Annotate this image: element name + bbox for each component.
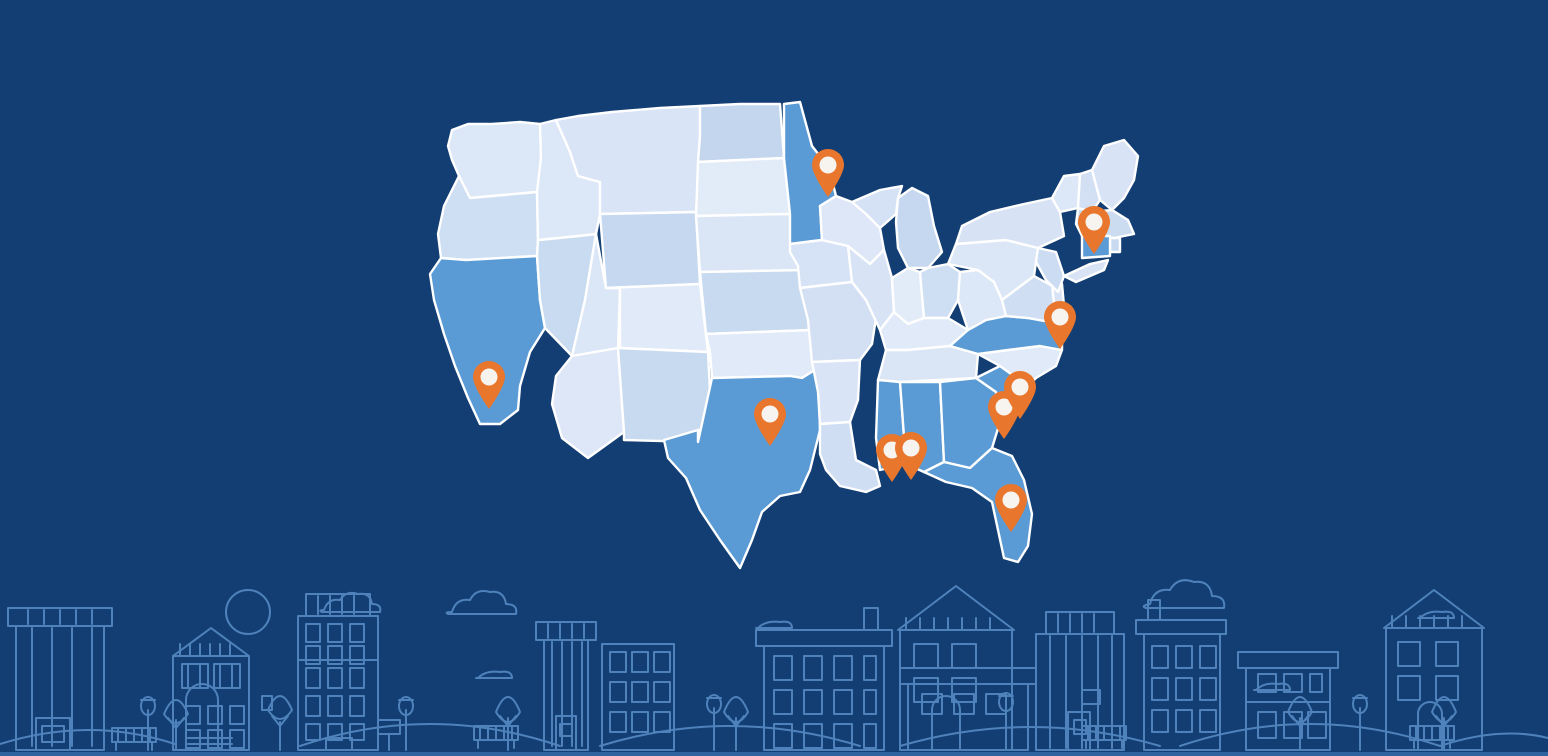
cloud-2 (1142, 579, 1226, 609)
state-michigan-up (850, 184, 904, 230)
building-low-wide-1 (899, 667, 1037, 751)
pin-connecticut[interactable] (1075, 205, 1113, 255)
state-florida (922, 446, 1034, 564)
street-lamp-3 (706, 694, 722, 751)
building-tower-1 (7, 607, 113, 751)
building-block-1 (601, 643, 675, 751)
bench-2 (473, 725, 519, 749)
tree-3 (723, 696, 749, 751)
cloud-1 (445, 590, 518, 615)
building-apartment-1 (755, 607, 893, 751)
street-lamp-1 (140, 696, 156, 751)
pin-south-carolina-north[interactable] (1001, 370, 1039, 420)
building-peaked-1 (1383, 589, 1485, 751)
city-skyline-illustration (0, 579, 1548, 751)
ground-line (0, 723, 1548, 747)
building-tower-2 (535, 621, 597, 751)
pin-virginia[interactable] (1041, 300, 1079, 350)
tree-2 (495, 696, 521, 751)
bench-3 (1081, 725, 1127, 749)
pin-texas[interactable] (751, 397, 789, 447)
state-new-jersey (1034, 246, 1066, 294)
cloud-6 (1253, 682, 1291, 691)
street-lamp-4 (998, 692, 1014, 751)
building-shop-1 (1237, 651, 1339, 751)
bench-4 (1409, 725, 1455, 749)
tree-4 (1287, 696, 1313, 751)
cloud-3 (319, 591, 382, 613)
building-civic-1 (897, 585, 1015, 751)
building-house-1 (172, 627, 250, 751)
building-apartment-2 (1135, 599, 1227, 751)
state-michigan (894, 186, 944, 270)
cloud-4 (475, 670, 513, 679)
state-maine (1090, 138, 1140, 212)
building-tower-3 (1035, 611, 1125, 751)
building-midrise-1 (297, 593, 379, 751)
pin-alabama[interactable] (892, 431, 930, 481)
cloud-7 (1417, 610, 1455, 619)
state-long-island (1062, 258, 1110, 284)
bottom-divider-rule (0, 752, 1548, 756)
cloud-5 (755, 620, 793, 629)
sign-2 (1081, 689, 1101, 705)
bench-1 (111, 727, 157, 751)
pin-california[interactable] (470, 360, 508, 410)
state-louisiana (818, 420, 882, 494)
tree-1 (267, 695, 293, 751)
pin-florida[interactable] (992, 483, 1030, 533)
street-lamp-5 (1352, 694, 1368, 751)
tree-6 (163, 699, 189, 751)
street-lamp-2 (398, 696, 414, 751)
pin-minnesota[interactable] (809, 148, 847, 198)
sun-circle (225, 589, 271, 635)
tree-5 (1431, 696, 1457, 751)
